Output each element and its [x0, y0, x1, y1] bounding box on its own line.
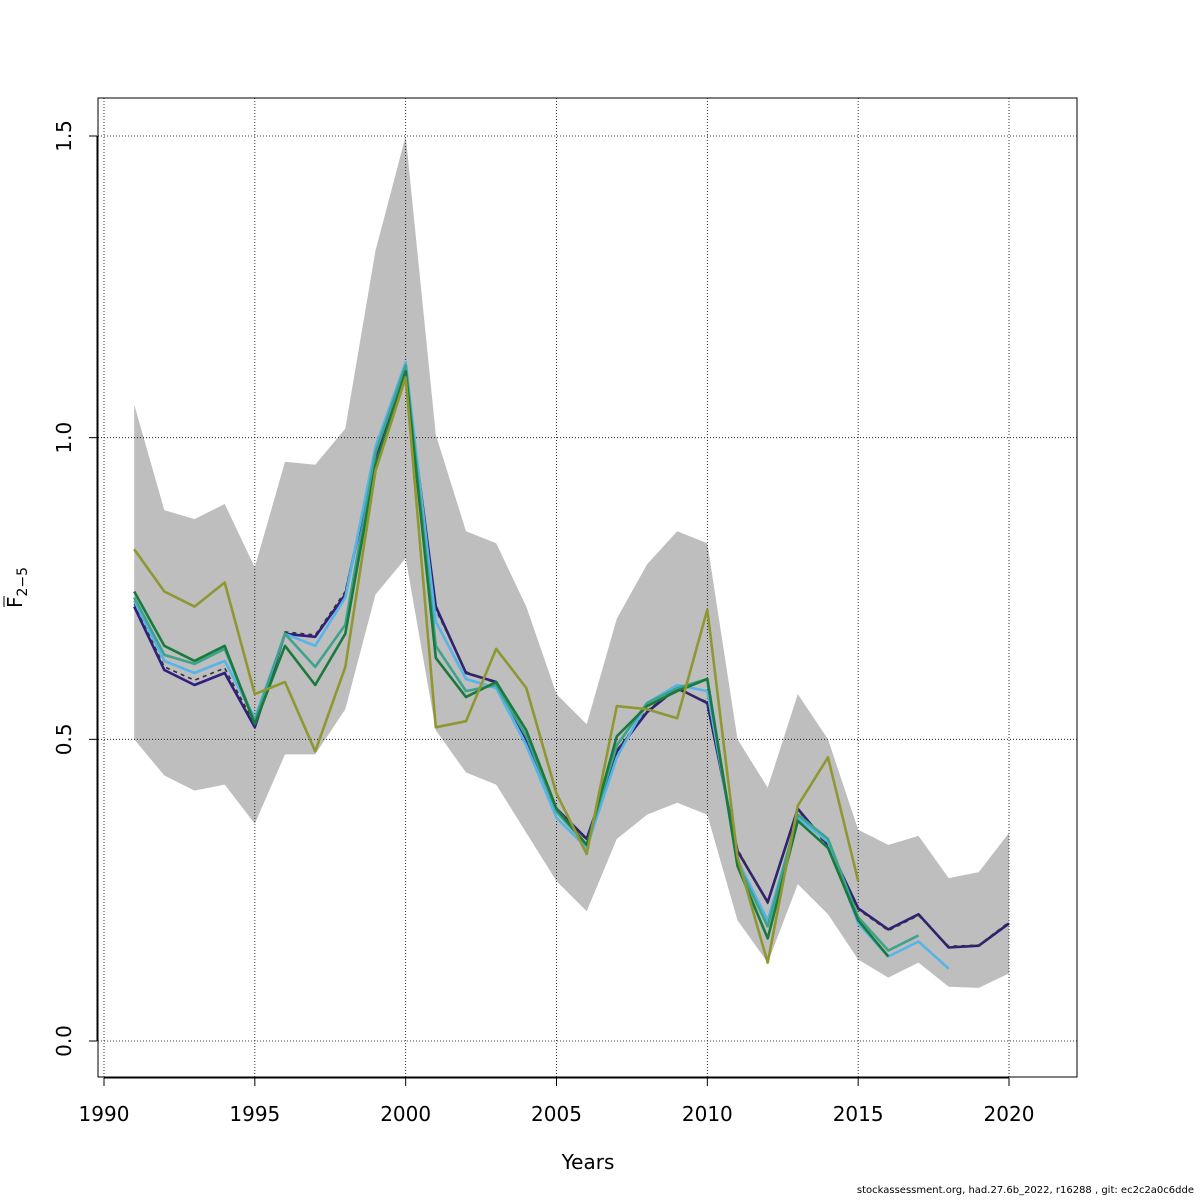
series-line-6 — [133, 375, 860, 964]
y-tick-label: 1.5 — [52, 120, 76, 152]
y-tick-label: 0.0 — [52, 1025, 76, 1057]
y-axis-title-main: F — [3, 596, 27, 608]
series-layer — [133, 360, 1010, 970]
x-tick-label: 2020 — [984, 1102, 1035, 1126]
y-tick-label: 0.5 — [52, 723, 76, 755]
x-tick-label: 2010 — [682, 1102, 733, 1126]
plot-frame — [97, 97, 1078, 1078]
x-tick-label: 1990 — [79, 1102, 130, 1126]
confidence-band-layer — [134, 136, 1009, 988]
grid-layer — [98, 98, 1077, 1077]
x-axis-title: Years — [561, 1150, 615, 1174]
svg-text:F2−5: F2−5 — [3, 567, 31, 608]
series-line-5 — [133, 369, 890, 958]
y-axis-title: F2−5 — [3, 567, 31, 608]
y-tick-label: 1.0 — [52, 422, 76, 454]
x-tick-label: 2000 — [380, 1102, 431, 1126]
footer-credit: stockassessment.org, had.27.6b_2022, r16… — [856, 1185, 1194, 1196]
x-tick-label: 1995 — [229, 1102, 280, 1126]
axis-layer: 1990 1995 2000 2005 2010 2015 2020 0.0 0.5 1.0 1.5 — [52, 120, 1034, 1126]
confidence-band — [134, 136, 1009, 988]
x-tick-label: 2015 — [833, 1102, 884, 1126]
y-axis-title-subscript: 2−5 — [15, 567, 31, 597]
x-tick-label: 2005 — [531, 1102, 582, 1126]
